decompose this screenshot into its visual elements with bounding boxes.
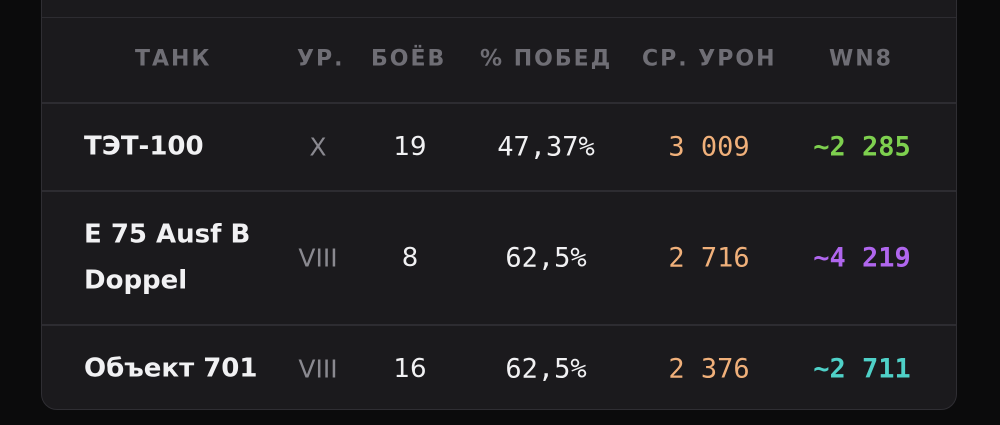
column-header-wn8[interactable]: WN8 bbox=[829, 46, 893, 72]
row-divider bbox=[42, 324, 956, 326]
tank-name-line2: Doppel bbox=[84, 265, 188, 296]
avg-damage: 2 716 bbox=[668, 242, 750, 274]
column-header-winrate[interactable]: % ПОБЕД bbox=[480, 46, 613, 72]
wn8-rating: ~2 285 bbox=[813, 131, 911, 163]
column-header-avg-damage[interactable]: СР. УРОН bbox=[642, 46, 777, 72]
tank-tier: X bbox=[309, 132, 327, 162]
battles-count: 16 bbox=[393, 354, 427, 384]
tank-name: Объект 701 bbox=[84, 353, 258, 384]
column-header-tier[interactable]: УР. bbox=[297, 46, 345, 72]
win-rate: 47,37% bbox=[497, 131, 595, 163]
avg-damage: 2 376 bbox=[668, 353, 750, 385]
battles-count: 19 bbox=[393, 132, 427, 162]
tank-name: ТЭТ-100 bbox=[84, 131, 204, 162]
wn8-rating: ~4 219 bbox=[813, 242, 911, 274]
win-rate: 62,5% bbox=[505, 353, 587, 385]
tank-tier: VIII bbox=[298, 354, 338, 384]
column-header-tank[interactable]: ТАНК bbox=[135, 46, 212, 72]
column-header-battles[interactable]: БОЁВ bbox=[371, 46, 447, 72]
header-divider bbox=[42, 102, 956, 104]
battles-count: 8 bbox=[401, 243, 419, 273]
row-divider bbox=[42, 190, 956, 192]
win-rate: 62,5% bbox=[505, 242, 587, 274]
tank-stats-card: ТАНК УР. БОЁВ % ПОБЕД СР. УРОН WN8 ТЭТ-1… bbox=[41, 0, 957, 410]
tank-tier: VIII bbox=[298, 243, 338, 273]
tank-name-line1: E 75 Ausf B bbox=[84, 219, 251, 250]
top-divider bbox=[42, 17, 956, 18]
wn8-rating: ~2 711 bbox=[813, 353, 911, 385]
avg-damage: 3 009 bbox=[668, 131, 750, 163]
